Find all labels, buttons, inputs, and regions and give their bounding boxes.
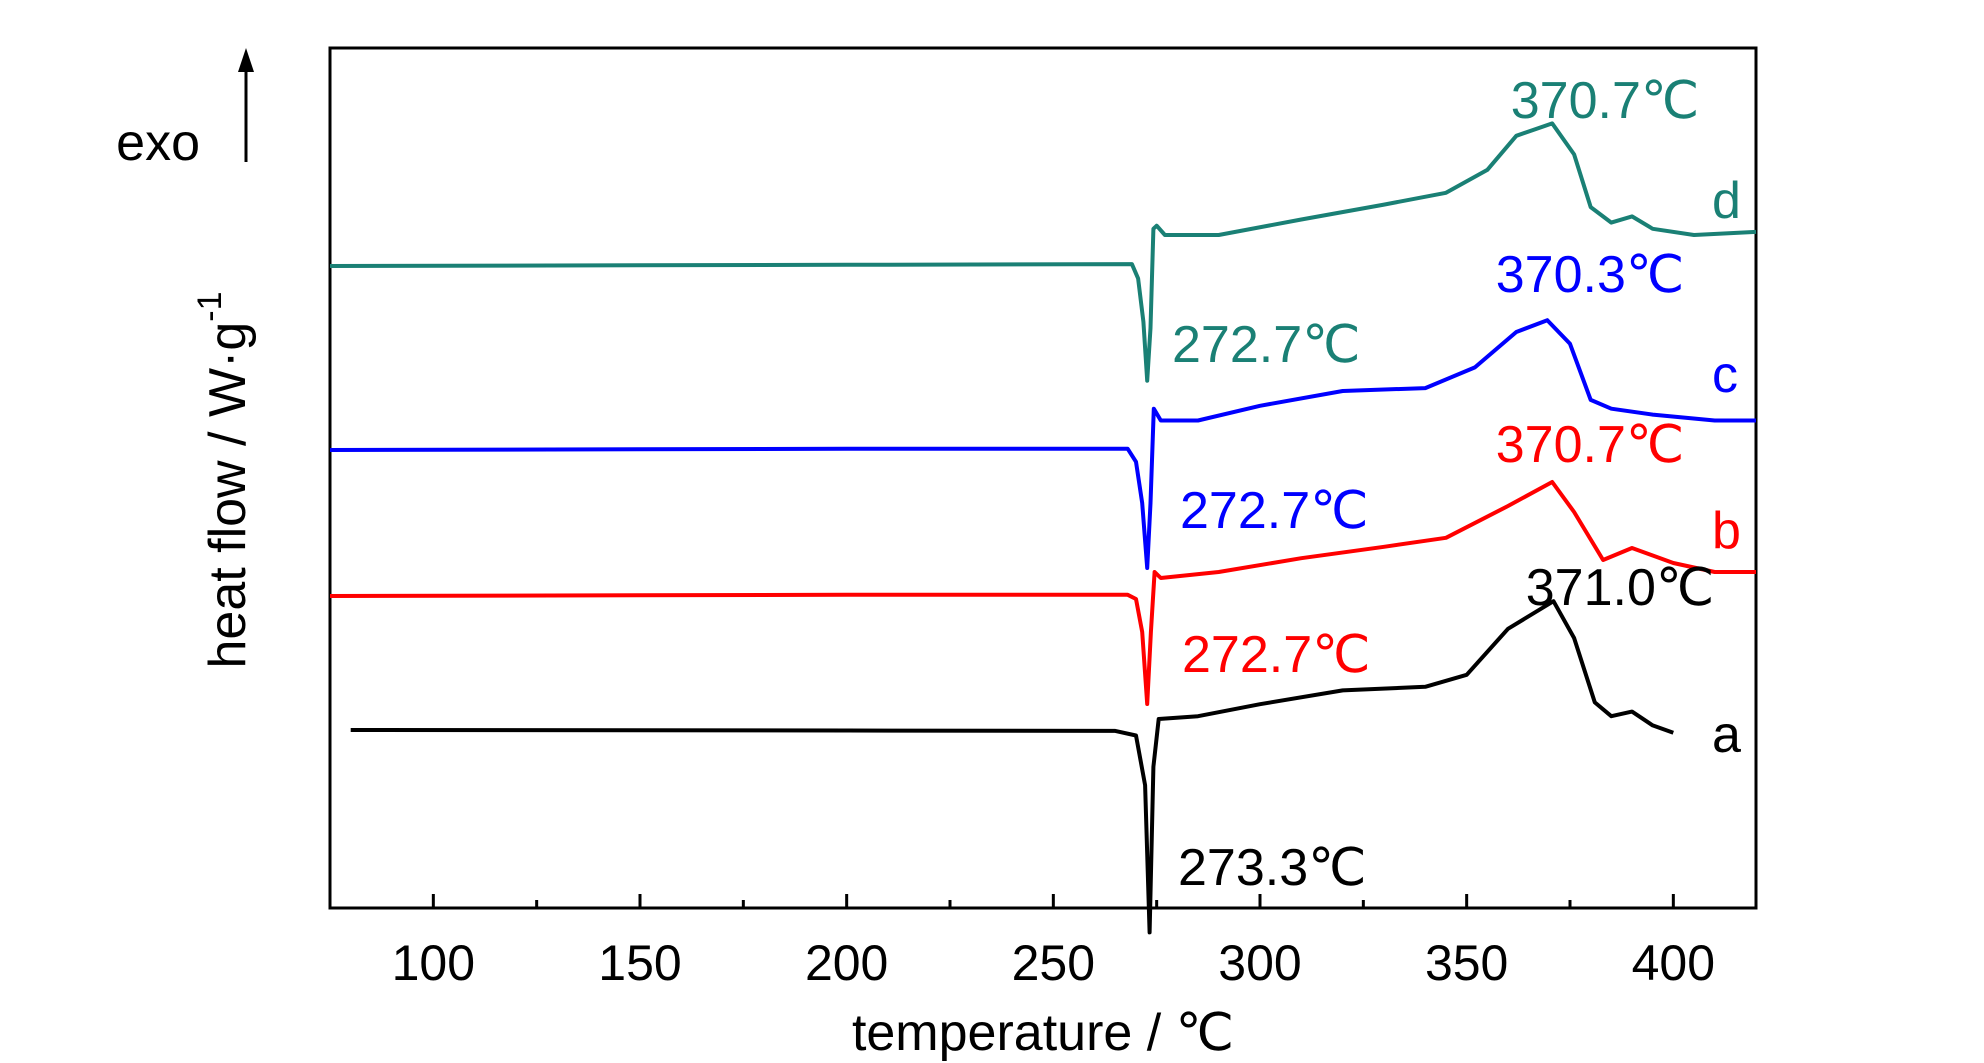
curve-label-d: d xyxy=(1712,172,1741,230)
y-axis-title: heat flow / W·g-1 xyxy=(191,291,257,668)
peak-label-b: 370.7℃ xyxy=(1496,416,1685,474)
dip-label-c: 272.7℃ xyxy=(1180,482,1369,540)
x-axis-title: temperature / ℃ xyxy=(852,1004,1234,1062)
y-axis-title-main: heat flow / W·g xyxy=(199,322,257,669)
plot-frame xyxy=(328,46,1758,910)
curve-label-c: c xyxy=(1712,346,1738,404)
x-tick-label: 250 xyxy=(1012,935,1095,991)
dip-label-d: 272.7℃ xyxy=(1172,316,1361,374)
curve-label-b: b xyxy=(1712,502,1741,560)
curve-label-a: a xyxy=(1712,706,1741,764)
annotations: 371.0℃273.3℃a370.7℃272.7℃b370.3℃272.7℃c3… xyxy=(1172,72,1741,897)
curve-d xyxy=(329,121,1757,383)
dip-label-a: 273.3℃ xyxy=(1178,839,1367,897)
x-tick-label: 300 xyxy=(1218,935,1301,991)
curves xyxy=(329,121,1757,935)
peak-label-a: 371.0℃ xyxy=(1526,559,1715,617)
curve-a xyxy=(350,599,1674,935)
curve-b xyxy=(329,480,1756,706)
x-tick-label: 400 xyxy=(1632,935,1715,991)
x-tick-label: 350 xyxy=(1425,935,1508,991)
x-tick-label: 100 xyxy=(392,935,475,991)
peak-label-c: 370.3℃ xyxy=(1496,246,1685,304)
exo-arrow-icon xyxy=(238,48,254,162)
y-axis-title-superscript: -1 xyxy=(191,291,229,321)
x-tick-label: 150 xyxy=(598,935,681,991)
curve-c xyxy=(329,318,1756,570)
x-tick-label: 200 xyxy=(805,935,888,991)
exo-label: exo xyxy=(116,114,200,172)
dip-label-b: 272.7℃ xyxy=(1182,626,1371,684)
x-axis-ticks: 100 150 200 250 300 350 400 xyxy=(328,894,1715,991)
peak-label-d: 370.7℃ xyxy=(1511,72,1700,130)
